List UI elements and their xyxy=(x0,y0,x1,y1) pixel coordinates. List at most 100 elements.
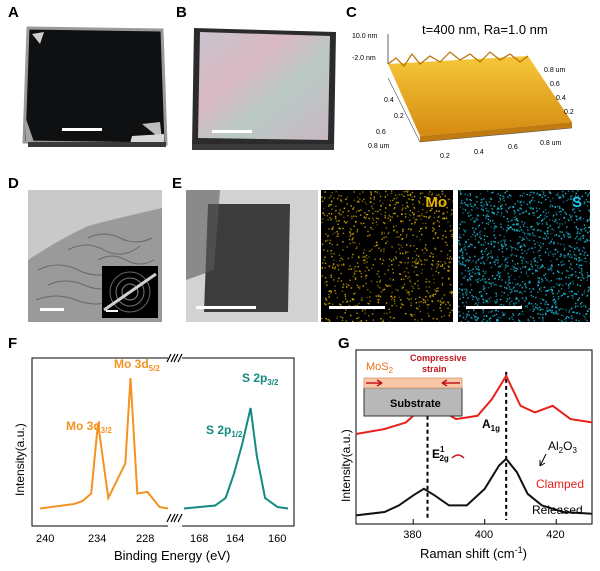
eds-pixel xyxy=(385,207,386,208)
eds-pixel xyxy=(586,239,587,240)
eds-pixel xyxy=(431,300,432,301)
eds-pixel xyxy=(353,208,354,209)
eds-pixel xyxy=(580,253,581,254)
eds-pixel xyxy=(582,294,583,295)
eds-pixel xyxy=(341,201,342,202)
eds-pixel xyxy=(464,277,465,278)
eds-pixel xyxy=(335,216,336,217)
eds-pixel xyxy=(410,193,411,194)
eds-pixel xyxy=(426,249,427,250)
eds-pixel xyxy=(517,263,518,264)
eds-pixel xyxy=(405,262,406,263)
eds-pixel xyxy=(337,198,338,199)
eds-pixel xyxy=(463,247,464,248)
eds-pixel xyxy=(589,201,590,202)
axis-tick-z4: 0.8 um xyxy=(544,67,566,74)
eds-pixel xyxy=(489,318,490,319)
eds-pixel xyxy=(488,219,489,220)
eds-pixel xyxy=(503,216,504,217)
eds-pixel xyxy=(466,198,467,199)
eds-pixel xyxy=(539,298,540,299)
scale-bar-b xyxy=(212,130,252,133)
mo-label: Mo xyxy=(425,194,447,211)
eds-pixel xyxy=(543,300,544,301)
eds-pixel xyxy=(338,213,339,214)
eds-pixel xyxy=(563,315,564,316)
eds-pixel xyxy=(521,221,522,222)
eds-pixel xyxy=(411,298,412,299)
eds-pixel xyxy=(346,286,347,287)
eds-pixel xyxy=(425,302,426,303)
eds-pixel xyxy=(537,266,538,267)
eds-pixel xyxy=(385,212,386,213)
eds-pixel xyxy=(539,306,540,307)
eds-pixel xyxy=(407,192,408,193)
eds-pixel xyxy=(425,301,426,302)
eds-pixel xyxy=(377,224,378,225)
eds-pixel xyxy=(588,289,589,290)
eds-pixel xyxy=(542,317,543,318)
eds-pixel xyxy=(360,209,361,210)
eds-pixel xyxy=(527,307,528,308)
eds-pixel xyxy=(467,205,468,206)
eds-pixel xyxy=(331,201,332,202)
eds-pixel xyxy=(486,214,487,215)
eds-pixel xyxy=(509,206,510,207)
eds-pixel xyxy=(335,293,336,294)
eds-pixel xyxy=(535,260,536,261)
eds-pixel xyxy=(474,316,475,317)
eds-pixel xyxy=(504,287,505,288)
eds-pixel xyxy=(565,277,566,278)
eds-pixel xyxy=(337,224,338,225)
eds-pixel xyxy=(498,273,499,274)
peak-label-al2o3: Al2O3 xyxy=(548,439,577,455)
eds-pixel xyxy=(400,307,401,308)
eds-pixel xyxy=(478,269,479,270)
eds-pixel xyxy=(412,265,413,266)
eds-pixel xyxy=(463,257,464,258)
eds-pixel xyxy=(504,197,505,198)
eds-pixel xyxy=(548,197,549,198)
eds-pixel xyxy=(415,298,416,299)
eds-pixel xyxy=(418,261,419,262)
eds-pixel xyxy=(559,278,560,279)
axis-tick-x2: 0.4 xyxy=(474,149,484,156)
eds-pixel xyxy=(385,217,386,218)
eds-pixel xyxy=(512,265,513,266)
eds-pixel xyxy=(524,250,525,251)
eds-pixel xyxy=(380,258,381,259)
eds-pixel xyxy=(345,309,346,310)
eds-pixel xyxy=(518,320,519,321)
eds-pixel xyxy=(478,278,479,279)
eds-pixel xyxy=(519,213,520,214)
eds-pixel xyxy=(529,269,530,270)
eds-pixel xyxy=(527,262,528,263)
eds-pixel xyxy=(372,217,373,218)
eds-pixel xyxy=(581,268,582,269)
eds-pixel xyxy=(507,298,508,299)
eds-pixel xyxy=(404,271,405,272)
eds-pixel xyxy=(410,210,411,211)
eds-pixel xyxy=(450,256,451,257)
eds-pixel xyxy=(325,263,326,264)
eds-pixel xyxy=(522,232,523,233)
eds-pixel xyxy=(477,208,478,209)
eds-pixel xyxy=(486,215,487,216)
eds-pixel xyxy=(378,295,379,296)
eds-pixel xyxy=(379,193,380,194)
eds-pixel xyxy=(379,295,380,296)
eds-pixel xyxy=(470,203,471,204)
eds-pixel xyxy=(438,264,439,265)
eds-pixel xyxy=(345,199,346,200)
eds-pixel xyxy=(462,212,463,213)
eds-pixel xyxy=(353,268,354,269)
eds-pixel xyxy=(491,257,492,258)
eds-pixel xyxy=(557,194,558,195)
eds-pixel xyxy=(500,205,501,206)
eds-pixel xyxy=(506,258,507,259)
eds-pixel xyxy=(339,214,340,215)
eds-pixel xyxy=(375,191,376,192)
eds-pixel xyxy=(327,235,328,236)
eds-pixel xyxy=(511,300,512,301)
